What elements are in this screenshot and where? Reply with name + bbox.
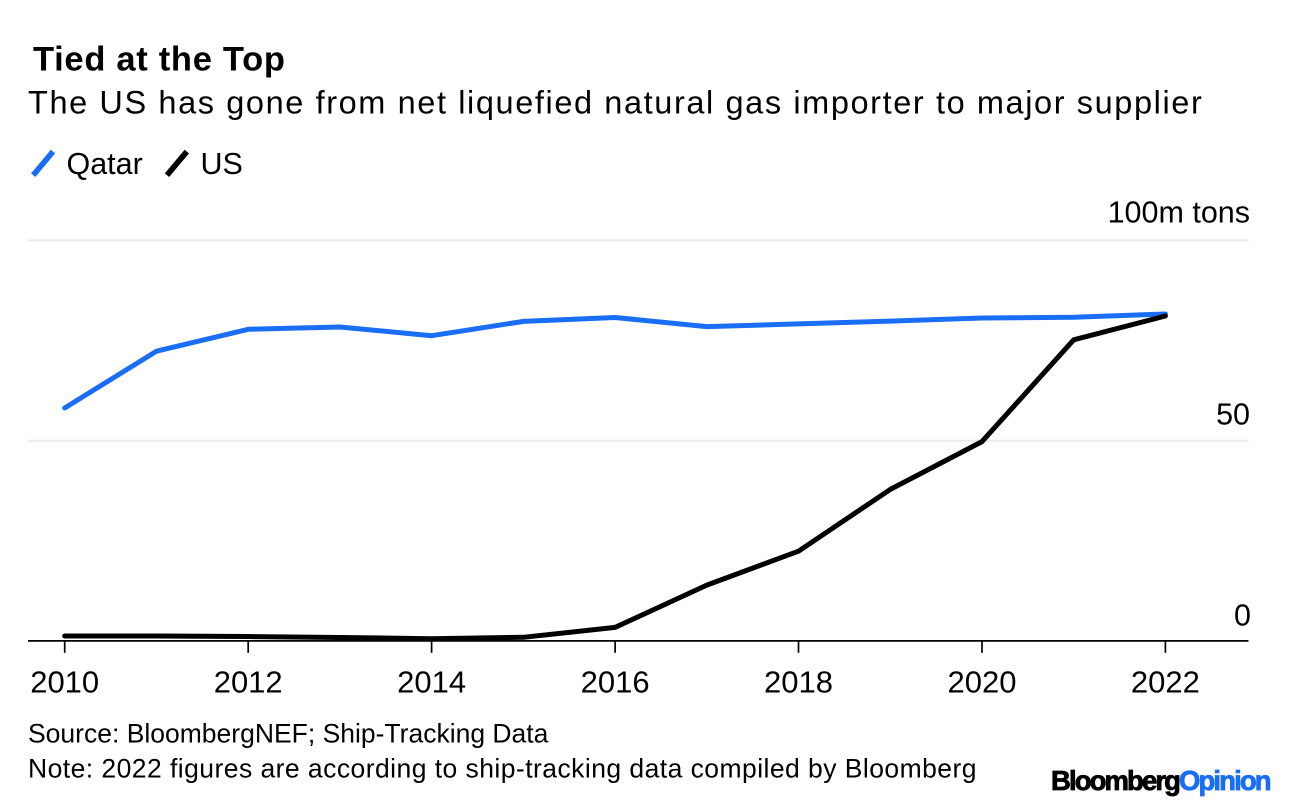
- svg-text:100m tons: 100m tons: [1108, 196, 1250, 230]
- svg-text:2022: 2022: [1131, 665, 1200, 700]
- svg-text:Source: BloombergNEF; Ship-Tra: Source: BloombergNEF; Ship-Tracking Data: [28, 719, 549, 749]
- svg-text:2012: 2012: [214, 665, 283, 700]
- svg-text:2010: 2010: [30, 665, 99, 700]
- svg-text:The US has gone from net lique: The US has gone from net liquefied natur…: [28, 85, 1203, 121]
- svg-text:0: 0: [1234, 599, 1251, 633]
- svg-text:50: 50: [1216, 398, 1250, 432]
- svg-text:2018: 2018: [764, 665, 833, 700]
- svg-text:Qatar: Qatar: [67, 147, 143, 181]
- svg-text:Note: 2022 figures are accordi: Note: 2022 figures are according to ship…: [28, 754, 977, 784]
- svg-text:Tied at the Top: Tied at the Top: [33, 41, 286, 79]
- svg-text:US: US: [201, 147, 243, 181]
- svg-text:2016: 2016: [581, 665, 650, 700]
- svg-text:2020: 2020: [948, 665, 1017, 700]
- svg-text:2014: 2014: [397, 665, 466, 700]
- svg-text:BloombergOpinion: BloombergOpinion: [1051, 765, 1271, 796]
